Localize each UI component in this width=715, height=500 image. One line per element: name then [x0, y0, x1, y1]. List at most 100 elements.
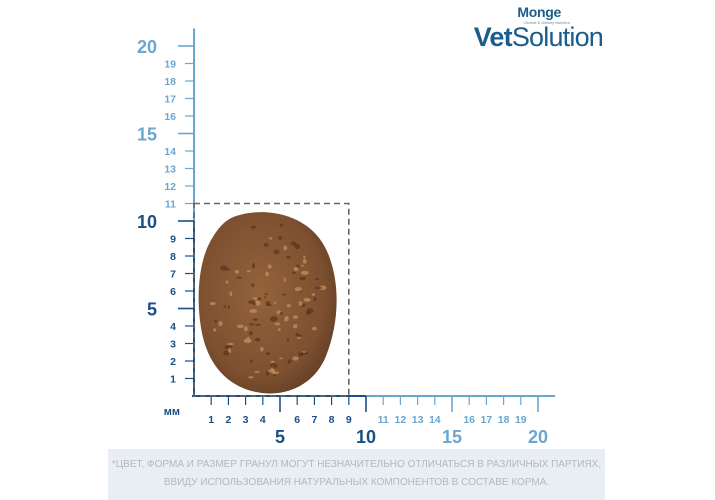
kibble-speck: [250, 359, 253, 364]
kibble-speck: [243, 326, 248, 332]
kibble-speck: [252, 297, 258, 300]
x-tick-label: 2: [225, 414, 231, 426]
x-tick-label: 11: [378, 414, 389, 426]
vetsolution-logo: VetSolution: [473, 22, 604, 53]
kibble-speck: [277, 328, 281, 332]
kibble-speck: [268, 369, 274, 373]
kibble-speck: [283, 277, 286, 283]
y-major-label: 20: [137, 37, 157, 57]
x-tick-label: 3: [243, 414, 249, 426]
x-tick-label: 19: [515, 414, 527, 426]
kibble-speck: [302, 259, 307, 264]
kibble-speck: [267, 264, 272, 269]
kibble-speck: [293, 315, 299, 320]
kibble-speck: [209, 301, 216, 306]
kibble-speck: [283, 245, 288, 251]
vetsolution-logo-regular: Solution: [511, 22, 604, 52]
kibble-speck: [227, 305, 230, 310]
y-tick-label: 6: [170, 286, 176, 298]
kibble-speck: [314, 286, 323, 290]
kibble-speck: [300, 270, 309, 275]
kibble-speck: [264, 296, 267, 299]
kibble-speck: [292, 324, 298, 329]
y-tick-label: 19: [164, 59, 176, 71]
kibble-speck: [296, 337, 302, 339]
monge-logo: Monge: [517, 4, 561, 20]
kibble-speck: [219, 265, 228, 271]
kibble-speck: [303, 255, 306, 259]
kibble-speck: [292, 271, 296, 274]
kibble-speck: [305, 311, 311, 316]
kibble-speck: [299, 276, 307, 281]
kibble-speck: [314, 278, 320, 281]
kibble-speck: [265, 271, 269, 277]
x-major-label: 5: [275, 427, 285, 445]
kibble-speck: [250, 283, 255, 288]
kibble-speck: [279, 357, 283, 360]
kibble-speck: [254, 323, 262, 327]
brand-logo: Monge Clinical & Dietary Nutrition VetSo…: [453, 2, 604, 54]
kibble-speck: [243, 338, 252, 344]
y-tick-label: 13: [164, 164, 176, 176]
kibble-texture: [209, 223, 327, 379]
kibble-speck: [251, 262, 256, 269]
kibble-speck: [223, 305, 226, 308]
kibble-speck: [294, 287, 302, 292]
kibble-speck: [274, 322, 281, 326]
kibble-speck: [290, 241, 297, 246]
brand-tagline: Clinical & Dietary Nutrition: [523, 20, 570, 25]
kibble-speck: [257, 297, 262, 301]
footnote-line-2: ВВИДУ ИСПОЛЬЗОВАНИЯ НАТУРАЛЬНЫХ КОМПОНЕН…: [163, 477, 550, 488]
kibble-speck: [272, 371, 280, 374]
kibble-speck: [225, 280, 229, 284]
footnote: *ЦВЕТ, ФОРМА И РАЗМЕР ГРАНУЛ МОГУТ НЕЗНА…: [108, 449, 605, 500]
kibble-speck: [270, 360, 275, 363]
kibble-speck: [273, 301, 276, 305]
kibble-speck: [301, 264, 304, 267]
footnote-line-1: *ЦВЕТ, ФОРМА И РАЗМЕР ГРАНУЛ МОГУТ НЕЗНА…: [111, 459, 602, 470]
y-tick-label: 11: [165, 199, 176, 211]
kibble-speck: [287, 359, 292, 364]
y-tick-label: 17: [164, 94, 176, 106]
kibble-speck: [213, 328, 217, 332]
kibble-image: [198, 212, 337, 394]
kibble-speck: [280, 223, 283, 228]
kibble-speck: [236, 276, 243, 279]
kibble-speck: [273, 374, 277, 377]
x-tick-label: 14: [429, 414, 441, 426]
kibble-speck: [269, 237, 273, 240]
x-tick-label: 7: [311, 414, 317, 426]
kibble-speck: [319, 285, 327, 291]
vetsolution-logo-bold: Vet: [473, 22, 513, 52]
kibble-speck: [255, 337, 261, 342]
kibble-speck: [248, 376, 254, 379]
kibble-size-box: [193, 202, 350, 397]
kibble-speck: [254, 371, 260, 374]
x-tick-label: 4: [260, 414, 266, 426]
y-tick-label: 3: [170, 339, 176, 351]
x-tick-label: 17: [481, 414, 493, 426]
x-tick-label: 9: [346, 414, 352, 426]
kibble-speck: [228, 348, 232, 353]
kibble-speck: [223, 350, 230, 356]
kibble-speck: [224, 346, 228, 350]
kibble-speck: [234, 269, 240, 274]
y-tick-label: 12: [164, 181, 176, 193]
kibble-speck: [311, 293, 316, 296]
kibble-speck: [269, 316, 278, 322]
kibble-speck: [260, 346, 264, 352]
y-tick-label: 9: [170, 234, 176, 246]
kibble-speck: [292, 356, 299, 361]
kibble-speck: [255, 301, 261, 306]
kibble-speck: [236, 324, 244, 329]
kibble-speck: [248, 330, 253, 336]
x-tick-label: 18: [498, 414, 510, 426]
kibble-speck: [249, 309, 258, 313]
y-tick-label: 16: [164, 111, 176, 123]
x-major-label: 20: [528, 427, 548, 445]
kibble-speck: [294, 243, 300, 250]
kibble-speck: [246, 270, 251, 273]
kibble-speck: [298, 301, 303, 306]
x-tick-label: 8: [329, 414, 335, 426]
